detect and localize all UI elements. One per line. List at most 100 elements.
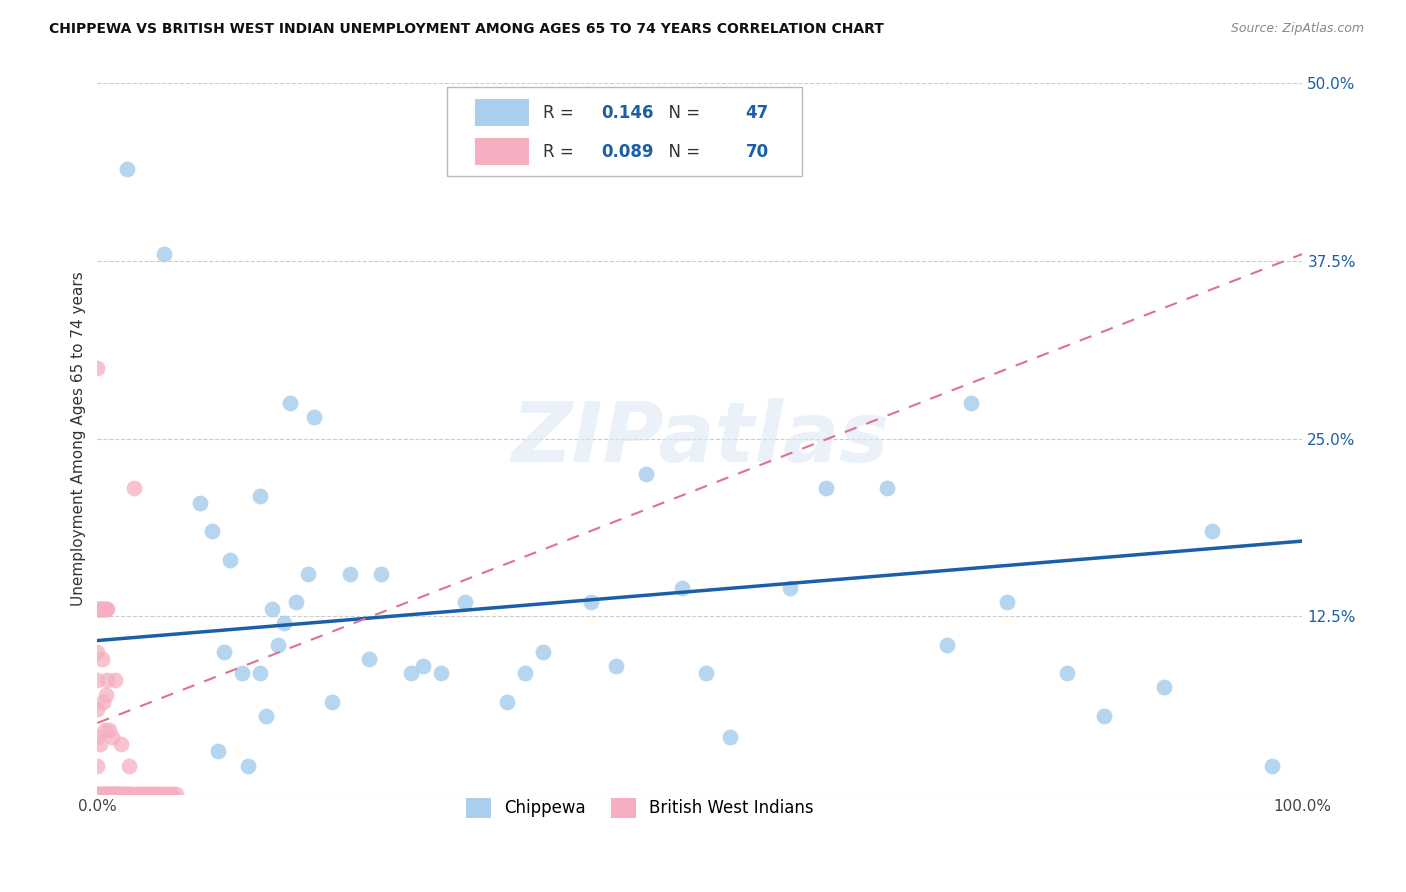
- Point: [112, 787, 135, 801]
- Bar: [475, 99, 529, 126]
- Text: 47: 47: [745, 103, 769, 121]
- Point: [207, 744, 229, 758]
- Point: [995, 595, 1018, 609]
- Point: [960, 396, 983, 410]
- Point: [96, 787, 118, 801]
- Point: [876, 482, 898, 496]
- Point: [146, 787, 169, 801]
- Point: [86, 645, 108, 659]
- Point: [90, 602, 112, 616]
- Point: [103, 787, 125, 801]
- Point: [132, 787, 155, 801]
- Point: [86, 702, 108, 716]
- Point: [718, 730, 741, 744]
- Point: [278, 396, 301, 410]
- Point: [152, 787, 174, 801]
- Point: [93, 787, 115, 801]
- Point: [108, 787, 131, 801]
- Point: [1261, 758, 1284, 772]
- Point: [531, 645, 554, 659]
- Point: [111, 787, 134, 801]
- Point: [89, 737, 111, 751]
- Bar: [475, 138, 529, 165]
- Point: [93, 787, 115, 801]
- Point: [136, 787, 159, 801]
- Point: [122, 482, 145, 496]
- Point: [100, 787, 122, 801]
- Point: [1153, 681, 1175, 695]
- Point: [160, 787, 183, 801]
- Text: R =: R =: [543, 143, 579, 161]
- Point: [127, 787, 149, 801]
- Point: [89, 602, 111, 616]
- Point: [86, 758, 108, 772]
- Point: [695, 666, 717, 681]
- Point: [149, 787, 172, 801]
- Point: [605, 659, 627, 673]
- Text: 0.146: 0.146: [602, 103, 654, 121]
- Point: [114, 787, 136, 801]
- Point: [118, 758, 141, 772]
- Point: [412, 659, 434, 673]
- Point: [94, 787, 117, 801]
- Point: [104, 673, 127, 688]
- Point: [86, 787, 108, 801]
- Point: [671, 581, 693, 595]
- Point: [165, 787, 187, 801]
- Point: [321, 695, 343, 709]
- Point: [142, 787, 165, 801]
- Text: Source: ZipAtlas.com: Source: ZipAtlas.com: [1230, 22, 1364, 36]
- Point: [936, 638, 959, 652]
- Point: [249, 666, 271, 681]
- Point: [87, 602, 110, 616]
- Point: [96, 602, 118, 616]
- Point: [91, 602, 114, 616]
- Point: [94, 688, 117, 702]
- Point: [93, 602, 115, 616]
- Point: [110, 787, 132, 801]
- Point: [370, 566, 392, 581]
- Point: [98, 787, 121, 801]
- Point: [110, 787, 132, 801]
- Point: [129, 787, 152, 801]
- Text: N =: N =: [658, 143, 706, 161]
- Point: [107, 787, 129, 801]
- Point: [1056, 666, 1078, 681]
- Point: [430, 666, 453, 681]
- Point: [297, 566, 319, 581]
- Point: [86, 787, 108, 801]
- Text: R =: R =: [543, 103, 579, 121]
- Point: [285, 595, 308, 609]
- Point: [93, 602, 115, 616]
- Point: [399, 666, 422, 681]
- Point: [188, 496, 211, 510]
- Point: [117, 161, 139, 176]
- Point: [86, 602, 108, 616]
- Point: [231, 666, 253, 681]
- Y-axis label: Unemployment Among Ages 65 to 74 years: Unemployment Among Ages 65 to 74 years: [72, 271, 86, 606]
- Point: [101, 787, 124, 801]
- Point: [98, 723, 121, 737]
- Point: [1201, 524, 1223, 538]
- Point: [117, 787, 139, 801]
- Point: [357, 652, 380, 666]
- Point: [101, 730, 124, 744]
- Text: 70: 70: [745, 143, 769, 161]
- Point: [118, 787, 141, 801]
- Point: [125, 787, 148, 801]
- Point: [135, 787, 157, 801]
- Point: [304, 410, 326, 425]
- Point: [496, 695, 519, 709]
- Point: [159, 787, 181, 801]
- Point: [94, 602, 117, 616]
- Point: [86, 730, 108, 744]
- Point: [267, 638, 290, 652]
- Point: [86, 360, 108, 375]
- Point: [454, 595, 477, 609]
- Point: [143, 787, 166, 801]
- Point: [262, 602, 284, 616]
- Legend: Chippewa, British West Indians: Chippewa, British West Indians: [458, 791, 820, 825]
- Point: [219, 552, 242, 566]
- Point: [339, 566, 361, 581]
- Point: [110, 737, 132, 751]
